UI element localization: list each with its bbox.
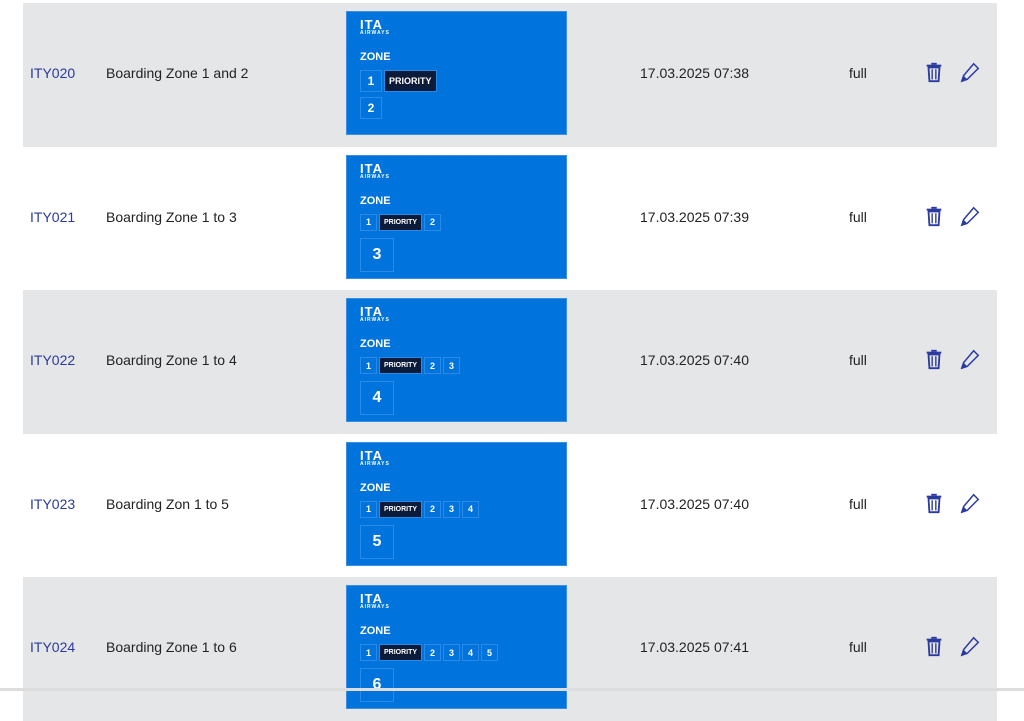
zone-last: 3 (360, 237, 394, 272)
row-name: Boarding Zone 1 to 6 (106, 639, 237, 655)
zone-row: 1 PRIORITY 2 3 4 5 (360, 644, 499, 661)
zone-label: ZONE (360, 338, 391, 350)
zone-box: 3 (443, 357, 461, 374)
zone-label: ZONE (360, 51, 391, 63)
row-code-link[interactable]: ITY022 (30, 352, 76, 368)
priority-badge: PRIORITY (384, 70, 437, 92)
table-row: ITY023 Boarding Zon 1 to 5 ITA AIRWAYS ZO… (23, 434, 997, 578)
row-code-link[interactable]: ITY024 (30, 639, 76, 655)
boarding-banner-image: ITA AIRWAYS ZONE 1 PRIORITY 2 3 4 (346, 298, 567, 422)
ita-airways-logo: ITA AIRWAYS (360, 304, 390, 323)
table-row: ITY021 Boarding Zone 1 to 3 ITA AIRWAYS Z… (23, 147, 997, 291)
row-name: Boarding Zon 1 to 5 (106, 495, 229, 512)
priority-badge: PRIORITY (379, 357, 423, 374)
row-type: full (849, 208, 867, 225)
zone-box: 2 (424, 357, 442, 374)
row-type: full (849, 65, 867, 81)
pencil-icon[interactable] (959, 635, 981, 660)
horizontal-scrollbar[interactable] (0, 688, 1024, 691)
ita-airways-logo: ITA AIRWAYS (360, 447, 390, 467)
zone-box: 5 (481, 644, 499, 661)
row-date: 17.03.2025 07:39 (640, 208, 749, 225)
zone-box: 4 (462, 500, 480, 518)
zone-label: ZONE (360, 625, 391, 637)
zone-box: 2 (424, 644, 442, 661)
trash-icon[interactable] (923, 635, 945, 660)
table-row: ITY022 Boarding Zone 1 to 4 ITA AIRWAYS Z… (23, 290, 997, 434)
priority-badge: PRIORITY (379, 500, 423, 518)
zone-box: 3 (443, 500, 461, 518)
zone-box: 1 (360, 213, 377, 231)
zone-label: ZONE (360, 194, 391, 207)
zone-row: 1 PRIORITY 2 (360, 213, 442, 231)
boarding-banner-image: ITA AIRWAYS ZONE 1 PRIORITY 2 (346, 11, 567, 135)
row-type: full (849, 639, 867, 655)
pencil-icon[interactable] (959, 492, 981, 517)
zone-last: 4 (360, 381, 394, 415)
zone-box: 1 (360, 70, 382, 92)
zone-box: 4 (462, 644, 480, 661)
pencil-icon[interactable] (959, 61, 981, 86)
row-code-link[interactable]: ITY023 (30, 495, 76, 512)
ita-airways-logo: ITA AIRWAYS (360, 591, 390, 610)
priority-badge: PRIORITY (379, 213, 423, 231)
row-date: 17.03.2025 07:40 (640, 352, 749, 368)
zone-box: 2 (424, 500, 442, 518)
pencil-icon[interactable] (959, 205, 981, 230)
row-date: 17.03.2025 07:38 (640, 65, 749, 81)
table-row: ITY020 Boarding Zone 1 and 2 ITA AIRWAYS … (23, 3, 997, 147)
priority-badge: PRIORITY (379, 644, 423, 661)
boarding-banner-image: ITA AIRWAYS ZONE 1 PRIORITY 2 3 4 5 (346, 441, 567, 566)
zone-row: 1 PRIORITY (360, 70, 437, 92)
ita-airways-logo: ITA AIRWAYS (360, 17, 390, 36)
zone-last: 5 (360, 524, 394, 559)
zone-box: 1 (360, 357, 377, 374)
trash-icon[interactable] (923, 61, 945, 86)
zone-last: 2 (360, 97, 382, 119)
row-date: 17.03.2025 07:40 (640, 495, 749, 512)
ita-airways-logo: ITA AIRWAYS (360, 160, 390, 180)
zone-box: 2 (424, 213, 442, 231)
row-name: Boarding Zone 1 to 3 (106, 208, 237, 225)
boarding-table: ITY020 Boarding Zone 1 and 2 ITA AIRWAYS … (23, 3, 997, 721)
zone-row: 1 PRIORITY 2 3 4 (360, 500, 480, 518)
trash-icon[interactable] (923, 492, 945, 517)
zone-last: 6 (360, 668, 394, 702)
trash-icon[interactable] (923, 348, 945, 373)
trash-icon[interactable] (923, 205, 945, 230)
row-type: full (849, 495, 867, 512)
zone-box: 1 (360, 500, 377, 518)
zone-box: 1 (360, 644, 377, 661)
zone-label: ZONE (360, 481, 391, 494)
row-name: Boarding Zone 1 and 2 (106, 65, 249, 81)
zone-row: 1 PRIORITY 2 3 (360, 357, 461, 374)
pencil-icon[interactable] (959, 348, 981, 373)
row-type: full (849, 352, 867, 368)
row-code-link[interactable]: ITY021 (30, 208, 76, 225)
row-code-link[interactable]: ITY020 (30, 65, 76, 81)
table-row: ITY024 Boarding Zone 1 to 6 ITA AIRWAYS Z… (23, 577, 997, 721)
row-name: Boarding Zone 1 to 4 (106, 352, 237, 368)
zone-box: 3 (443, 644, 461, 661)
row-date: 17.03.2025 07:41 (640, 639, 749, 655)
boarding-banner-image: ITA AIRWAYS ZONE 1 PRIORITY 2 3 (346, 154, 567, 279)
